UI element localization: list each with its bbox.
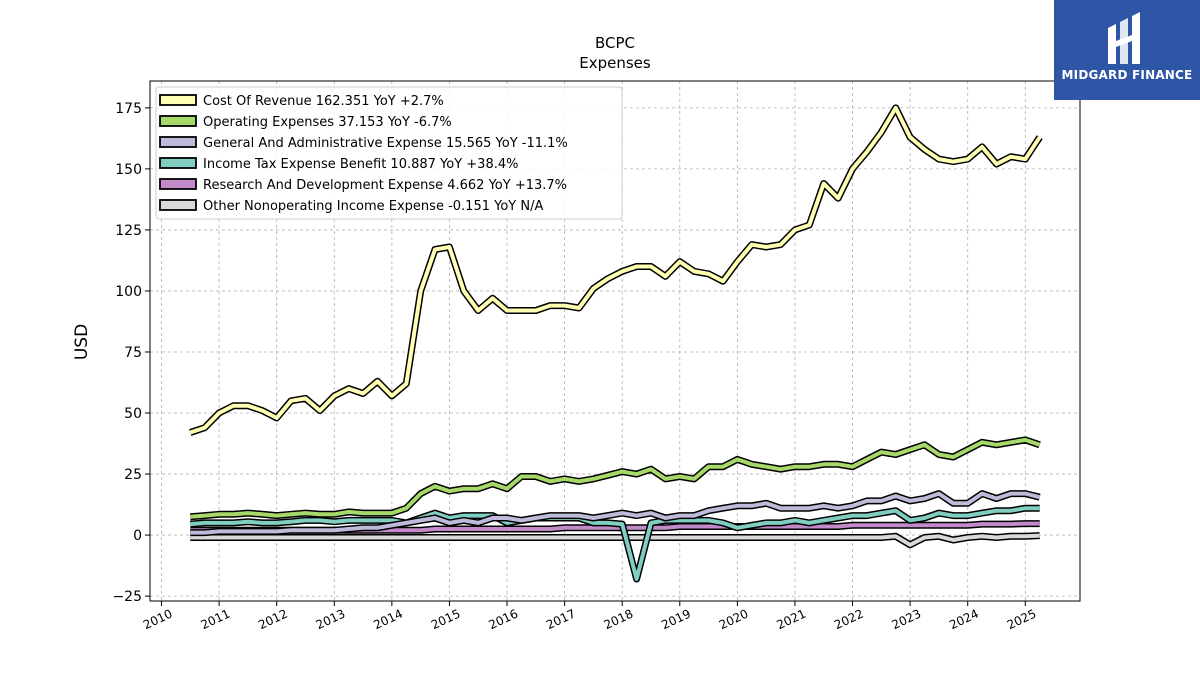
x-tick-label: 2022 — [832, 607, 866, 633]
series-line-cost-of-revenue — [189, 105, 1042, 435]
legend-label-income-tax-expense-benefit: Income Tax Expense Benefit 10.887 YoY +3… — [203, 157, 518, 172]
y-tick-label: 50 — [124, 406, 142, 422]
series-line-income-tax-expense-benefit — [190, 506, 1040, 581]
legend-label-general-and-administrative-expense: General And Administrative Expense 15.56… — [203, 136, 568, 151]
series-line-other-nonoperating-income-expense — [190, 533, 1040, 547]
logo-icon — [1108, 12, 1140, 64]
legend-label-cost-of-revenue: Cost Of Revenue 162.351 YoY +2.7% — [203, 94, 444, 109]
legend-label-other-nonoperating-income-expense: Other Nonoperating Income Expense -0.151… — [203, 199, 543, 214]
x-tick-label: 2011 — [199, 607, 233, 633]
x-tick-label: 2010 — [141, 607, 175, 633]
plot-area — [149, 80, 1081, 602]
series-line-general-and-administrative-expense — [190, 491, 1041, 535]
x-tick-label: 2012 — [256, 607, 290, 633]
y-tick-label: 25 — [124, 467, 142, 483]
brand-logo: MIDGARD FINANCE — [1054, 0, 1200, 100]
x-tick-label: 2013 — [314, 607, 348, 633]
chart-title: BCPC — [595, 34, 635, 52]
y-tick-label: 100 — [115, 284, 142, 300]
x-tick-label: 2020 — [717, 607, 751, 633]
legend-swatch-income-tax-expense-benefit — [159, 157, 197, 169]
y-tick-label: 75 — [124, 345, 142, 361]
x-tick-label: 2019 — [659, 607, 693, 633]
series-layer — [189, 104, 1043, 583]
y-tick-label: −25 — [112, 589, 142, 605]
x-tick-label: 2023 — [890, 607, 924, 633]
legend-label-research-and-development-expense: Research And Development Expense 4.662 Y… — [203, 178, 567, 193]
x-tick-label: 2014 — [371, 607, 405, 633]
legend: Cost Of Revenue 162.351 YoY +2.7% Operati… — [155, 86, 623, 220]
legend-swatch-cost-of-revenue — [159, 94, 197, 106]
x-tick-label: 2016 — [487, 607, 521, 633]
series-line-operating-expenses — [190, 437, 1041, 519]
series-outline-operating-expenses — [190, 436, 1041, 521]
legend-swatch-operating-expenses — [159, 115, 197, 127]
y-tick-label: 175 — [115, 101, 142, 117]
x-tick-label: 2024 — [947, 607, 981, 633]
legend-swatch-research-and-development-expense — [159, 178, 197, 190]
y-axis-label: USD — [72, 324, 92, 360]
x-tick-label: 2015 — [429, 607, 463, 633]
x-tick-label: 2025 — [1005, 607, 1039, 633]
x-tick-label: 2021 — [774, 607, 808, 633]
chart-subtitle: Expenses — [579, 54, 651, 72]
y-tick-label: 150 — [115, 162, 142, 178]
legend-swatch-other-nonoperating-income-expense — [159, 199, 197, 211]
y-tick-label: 125 — [115, 223, 142, 239]
brand-name: MIDGARD FINANCE — [1061, 68, 1193, 82]
legend-swatch-general-and-administrative-expense — [159, 136, 197, 148]
legend-label-operating-expenses: Operating Expenses 37.153 YoY -6.7% — [203, 115, 452, 130]
y-tick-label: 0 — [133, 528, 142, 544]
x-tick-label: 2018 — [602, 607, 636, 633]
x-tick-label: 2017 — [544, 607, 578, 633]
legend-box — [155, 86, 623, 220]
